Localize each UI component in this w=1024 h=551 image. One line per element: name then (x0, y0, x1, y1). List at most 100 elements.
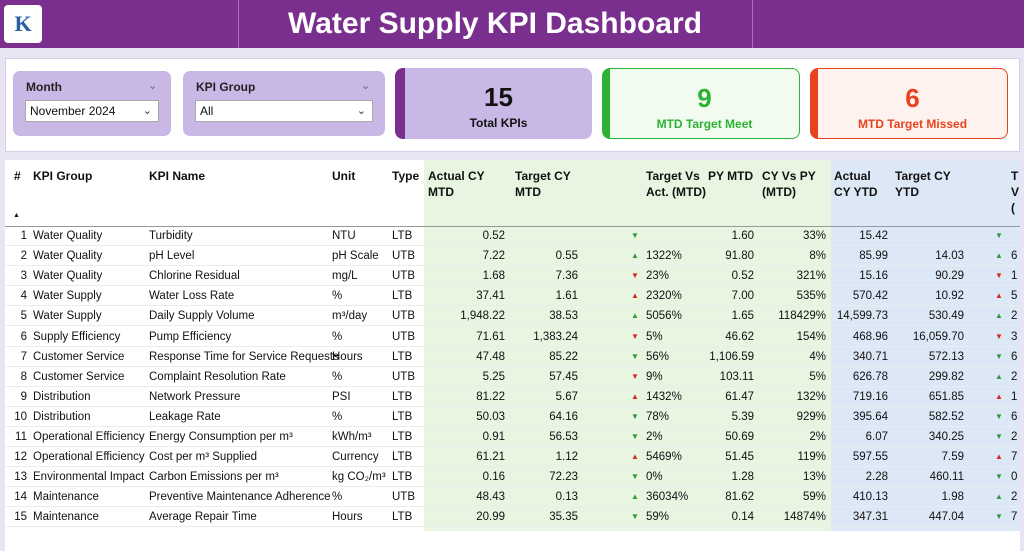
column-header-py-mtd[interactable]: PY MTD (708, 169, 754, 183)
dropdown-arrow-icon[interactable]: ⌄ (356, 105, 366, 117)
cell-tva-mtd: 1432% (646, 390, 682, 403)
table-row[interactable]: 4 Water Supply Water Loss Rate% LTB 37.41 1.6… (5, 286, 1020, 307)
cell-target-mtd: 1.12 (555, 451, 578, 464)
column-header-unit[interactable]: Unit (332, 169, 356, 183)
column-header-kpi-name[interactable]: KPI Name (149, 169, 206, 183)
column-header-kpi-group[interactable]: KPI Group (33, 169, 93, 183)
cell-target-mtd: 35.35 (549, 511, 578, 524)
cell-unit: pH Scale (332, 250, 379, 263)
column-header-actual-cy-mtd[interactable]: Actual CY MTD (428, 169, 485, 199)
chevron-down-icon[interactable]: ⌄ (148, 80, 158, 92)
cell-name: pH Level (149, 250, 195, 263)
cell-tva-mtd: 56% (646, 350, 670, 363)
cell-name: Response Time for Service Requests (149, 350, 339, 363)
triangle-down-icon: ▼ (631, 271, 639, 281)
cell-unit: NTU (332, 230, 356, 242)
cell-tva-mtd: 5056% (646, 310, 682, 323)
cell-tva-mtd: 9% (646, 370, 663, 383)
table-row[interactable]: 8 Customer Service Complaint Resolution Ra… (5, 367, 1020, 387)
cell-py-mtd: 81.62 (725, 491, 754, 504)
cell-py-mtd: 0.14 (731, 511, 754, 524)
cell-type: LTB (392, 390, 413, 403)
table-row[interactable]: 14 Maintenance Preventive Maintenance Adhe… (5, 487, 1020, 508)
column-header-target-vs-act-mtd[interactable]: Target Vs Act. (MTD) (646, 169, 706, 199)
cell-num: 1 (20, 230, 27, 242)
triangle-up-icon: ▲ (995, 311, 1003, 321)
table-row[interactable]: 15 Maintenance Average Repair Time Hours LTB… (5, 507, 1020, 528)
cell-py-mtd: 91.80 (725, 250, 754, 263)
cell-num: 2 (20, 250, 27, 263)
cell-target-ytd: 530.49 (928, 310, 964, 323)
cell-py-mtd: 1,106.59 (709, 350, 754, 363)
header-divider (752, 0, 753, 48)
sort-ascending-icon[interactable]: ▲ (13, 212, 20, 219)
kpi-group-dropdown[interactable]: All ⌄ (195, 100, 373, 122)
column-header-actual-cy-ytd[interactable]: Actual CY YTD (834, 169, 878, 199)
cell-target-mtd: 0.13 (555, 491, 578, 504)
cell-actual-mtd: 47.48 (476, 350, 505, 363)
cell-group: Water Quality (33, 250, 103, 263)
table-row[interactable]: 12 Operational Efficiency Cost per m³ Supp… (5, 447, 1020, 468)
table-row[interactable]: 13 Environmental Impact Carbon Emissions p… (5, 467, 1020, 488)
triangle-down-icon: ▼ (995, 351, 1003, 361)
cell-name: Preventive Maintenance Adherence (149, 491, 331, 504)
table-row[interactable]: 2 Water Quality pH Level pH Scale UTB 7.22 0.5… (5, 246, 1020, 267)
target-meet-caption: MTD Target Meet (656, 117, 753, 131)
cell-name: Energy Consumption per m³ (149, 431, 293, 443)
cell-cyvspy: 535% (796, 290, 826, 303)
cell-target-mtd: 38.53 (549, 310, 578, 323)
cell-py-mtd: 50.69 (725, 431, 754, 443)
cell-type: LTB (392, 511, 413, 524)
cell-cyvspy: 4% (809, 350, 826, 363)
cell-cyvspy: 132% (796, 390, 826, 403)
cell-group: Environmental Impact (33, 471, 145, 484)
table-row[interactable]: 7 Customer Service Response Time for Servi… (5, 347, 1020, 367)
cell-actual-ytd: 340.71 (852, 350, 888, 363)
cell-num: 12 (14, 451, 27, 464)
cell-cyvspy: 59% (802, 491, 826, 504)
cell-actual-mtd: 20.99 (476, 511, 505, 524)
table-row[interactable]: 9 Distribution Network Pressure PSI LTB 81.22… (5, 387, 1020, 407)
table-row[interactable]: 11 Operational Efficiency Energy Consumpti… (5, 427, 1020, 447)
cell-name: Network Pressure (149, 390, 241, 403)
table-row[interactable]: 1 Water Quality Turbidity NTU LTB 0.52 1.60 33%… (5, 226, 1020, 246)
column-header-target-cy-ytd[interactable]: Target CY YTD (895, 169, 951, 199)
cell-actual-ytd: 6.07 (865, 431, 888, 443)
cell-name: Leakage Rate (149, 410, 221, 423)
cell-num: 7 (20, 350, 27, 363)
column-header-target-cy-mtd[interactable]: Target CY MTD (515, 169, 571, 199)
cell-type: LTB (392, 350, 413, 363)
column-header-num[interactable]: # (14, 169, 21, 183)
triangle-down-icon: ▼ (631, 432, 639, 441)
cell-cyvspy: 118429% (778, 310, 826, 323)
table-row[interactable]: 3 Water Quality Chlorine Residual mg/L UTB 1.… (5, 266, 1020, 287)
cell-cyvspy: 33% (802, 230, 826, 242)
table-row[interactable]: 6 Supply Efficiency Pump Efficiency% UTB 71.… (5, 327, 1020, 347)
cell-tva-ytd: 6 (1011, 250, 1018, 263)
cell-actual-ytd: 14,599.73 (836, 310, 888, 323)
month-slicer: Month ⌄ November 2024 ⌄ (13, 71, 171, 136)
column-header-target-vs-act-ytd[interactable]: T V ( (1011, 169, 1019, 215)
table-row[interactable]: 5 Water Supply Daily Supply Volume m³/day UT… (5, 306, 1020, 327)
cell-target-mtd: 1.61 (555, 290, 578, 303)
cell-actual-ytd: 395.64 (852, 410, 888, 423)
cell-tva-ytd: 1 (1011, 270, 1018, 283)
cell-name: Cost per m³ Supplied (149, 451, 258, 464)
cell-py-mtd: 1.60 (731, 230, 754, 242)
cell-unit: kg CO₂/m³ (332, 471, 386, 484)
dropdown-arrow-icon[interactable]: ⌄ (142, 105, 152, 117)
triangle-down-icon: ▼ (995, 472, 1003, 482)
cell-target-mtd: 72.23 (549, 471, 578, 484)
month-dropdown[interactable]: November 2024 ⌄ (25, 100, 159, 122)
column-header-type[interactable]: Type (392, 169, 420, 183)
cell-actual-mtd: 48.43 (476, 491, 505, 504)
cell-target-ytd: 460.11 (929, 471, 964, 484)
column-header-cy-vs-py-mtd[interactable]: CY Vs PY (MTD) (762, 169, 816, 199)
cell-name: Carbon Emissions per m³ (149, 471, 279, 484)
cell-tva-mtd: 0% (646, 471, 663, 484)
cell-unit: Currency (332, 451, 379, 464)
target-meet-card: 9 MTD Target Meet (602, 68, 800, 139)
cell-actual-ytd: 410.13 (852, 491, 888, 504)
table-row[interactable]: 10 Distribution Leakage Rate% LTB 50.03 64.16… (5, 407, 1020, 427)
chevron-down-icon[interactable]: ⌄ (361, 80, 371, 92)
